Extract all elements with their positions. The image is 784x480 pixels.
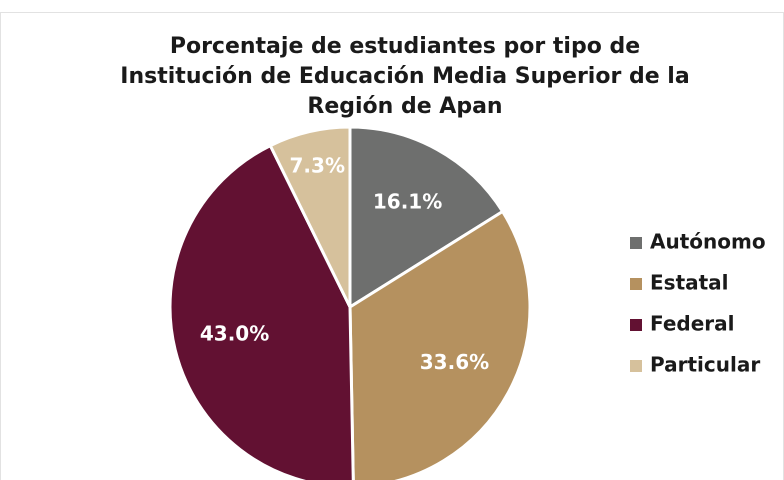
legend-swatch [630,237,642,249]
legend-label: Autónomo [650,230,766,254]
chart-title: Institución de Educación Media Superior … [120,64,689,89]
data-label: 43.0% [200,322,269,346]
legend-label: Estatal [650,271,729,295]
pie-slice [268,125,352,308]
chart-title: Región de Apan [307,94,502,119]
data-label: 16.1% [373,190,442,214]
legend-swatch [630,319,642,331]
chart-title: Porcentaje de estudiantes por tipo de [170,34,640,59]
data-label: 33.6% [420,350,489,374]
legend-swatch [630,278,642,290]
legend-swatch [630,360,642,372]
pie-slice [168,143,355,480]
data-label: 7.3% [290,153,345,177]
legend-label: Federal [650,312,735,336]
legend-label: Particular [650,353,760,377]
pie-slice [348,125,505,310]
